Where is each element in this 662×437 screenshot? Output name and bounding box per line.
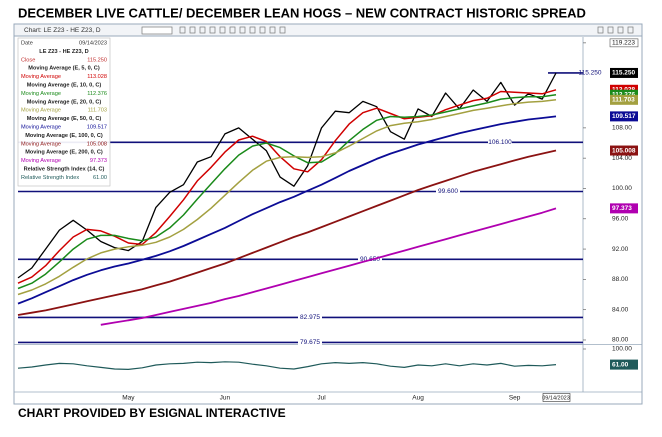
- line-series: [17, 149, 557, 316]
- line-series: [17, 115, 557, 305]
- panel-value: 61.00: [93, 175, 107, 181]
- line-series: [17, 361, 557, 370]
- y-tick-label: 100.00: [612, 185, 632, 192]
- panel-heading: LE Z23 - HE Z23, D: [39, 49, 88, 55]
- last-value-box: [610, 359, 638, 370]
- x-tick-label: Jun: [220, 395, 231, 402]
- panel-caption: Moving Average: [21, 91, 61, 97]
- y-tick-label: 108.00: [612, 125, 632, 132]
- x-tick-label: Sep: [509, 395, 521, 402]
- reference-label-bg: [298, 338, 322, 347]
- last-value-box: [610, 94, 638, 105]
- y-tick-label: 92.00: [612, 246, 629, 253]
- panel-caption: Moving Average: [21, 124, 61, 130]
- panel-value: 105.008: [87, 141, 107, 147]
- last-value-label: 115.250: [612, 70, 636, 77]
- line-series: [17, 99, 557, 296]
- reference-label-bg: [488, 138, 512, 147]
- panel-caption: Moving Average: [21, 141, 61, 147]
- panel-heading: Moving Average (E, 50, 0, C): [27, 116, 102, 122]
- panel-value: 115.250: [87, 57, 107, 63]
- page-title: DECEMBER LIVE CATTLE/ DECEMBER LEAN HOGS…: [18, 5, 586, 20]
- last-value-label: 97.373: [612, 205, 632, 212]
- panel-caption: Close: [21, 57, 35, 63]
- line-series: [17, 89, 557, 284]
- line-series: [17, 93, 557, 290]
- reference-label-bg: [298, 313, 322, 322]
- y-tick-label: 119.223: [612, 40, 635, 47]
- y-tick-label: 104.00: [612, 155, 632, 162]
- last-value-label: 61.00: [612, 361, 629, 368]
- last-value-box: [610, 203, 638, 214]
- panel-caption: Moving Average: [21, 108, 61, 114]
- panel-heading: Moving Average (E, 5, 0, C): [28, 66, 100, 72]
- panel-caption: Date: [21, 40, 33, 46]
- panel-value: 113.028: [87, 74, 107, 80]
- toolbar-title: Chart: LE Z23 - HE Z23, D: [24, 27, 101, 34]
- last-value-box: [610, 67, 638, 78]
- date-box: [542, 393, 571, 402]
- reference-label: 99.600: [438, 188, 458, 195]
- y-tick-label: 96.00: [612, 215, 629, 222]
- last-value-box: [610, 89, 638, 100]
- panel-heading: Moving Average (E, 10, 0, C): [27, 82, 102, 88]
- y-tick-label: 100.00: [612, 346, 632, 353]
- panel-caption: Moving Average: [21, 74, 61, 80]
- reference-label-bg: [436, 187, 460, 196]
- panel-value: 111.703: [88, 108, 107, 114]
- last-value-label: 111.703: [612, 97, 635, 104]
- last-value-box: [610, 145, 638, 156]
- reference-label: 82.975: [300, 314, 320, 321]
- reference-label: 106.100: [488, 139, 512, 146]
- last-value-box: [610, 111, 638, 122]
- y-tick-box: [609, 38, 639, 48]
- x-tick-label: Aug: [412, 395, 424, 402]
- panel-heading: Relative Strength Index (14, C): [24, 166, 105, 172]
- panel-bg: [17, 37, 111, 187]
- y-tick-label: 80.00: [612, 337, 629, 344]
- x-tick-label: May: [122, 395, 135, 402]
- panel-value: 112.376: [87, 91, 107, 97]
- reference-label: 115.250: [578, 70, 601, 77]
- line-series: [100, 207, 557, 326]
- panel-caption: Moving Average: [21, 158, 61, 164]
- x-tick-label: 09/14/2023: [542, 395, 570, 401]
- panel-heading: Moving Average (E, 100, 0, C): [25, 133, 103, 139]
- data-panel: Date 09/14/2023 LE Z23 - HE Z23, D Close 115…: [17, 37, 111, 187]
- panel-value: 97.373: [90, 158, 107, 164]
- panel-value: 109.517: [87, 124, 107, 130]
- last-value-label: 105.008: [612, 147, 636, 154]
- y-tick-label: 88.00: [612, 276, 629, 283]
- toolbar-icons: [141, 26, 634, 35]
- page-footer: CHART PROVIDED BY ESIGNAL INTERACTIVE: [18, 406, 286, 420]
- plot-layer: 80.00 84.00 88.00 92.00 96.00 100.00 104.00 108…: [17, 38, 639, 402]
- panel-heading: Moving Average (E, 200, 0, C): [25, 150, 103, 156]
- last-value-label: 109.517: [612, 113, 636, 120]
- panel-heading: Moving Average (E, 20, 0, C): [27, 99, 102, 105]
- x-tick-label: Jul: [317, 395, 326, 402]
- line-series: [17, 72, 557, 279]
- y-tick-label: 84.00: [612, 306, 629, 313]
- reference-label: 79.675: [300, 339, 320, 346]
- toolbar: [13, 23, 643, 37]
- panel-value: 09/14/2023: [79, 40, 107, 46]
- panel-caption: Relative Strength Index: [21, 175, 79, 181]
